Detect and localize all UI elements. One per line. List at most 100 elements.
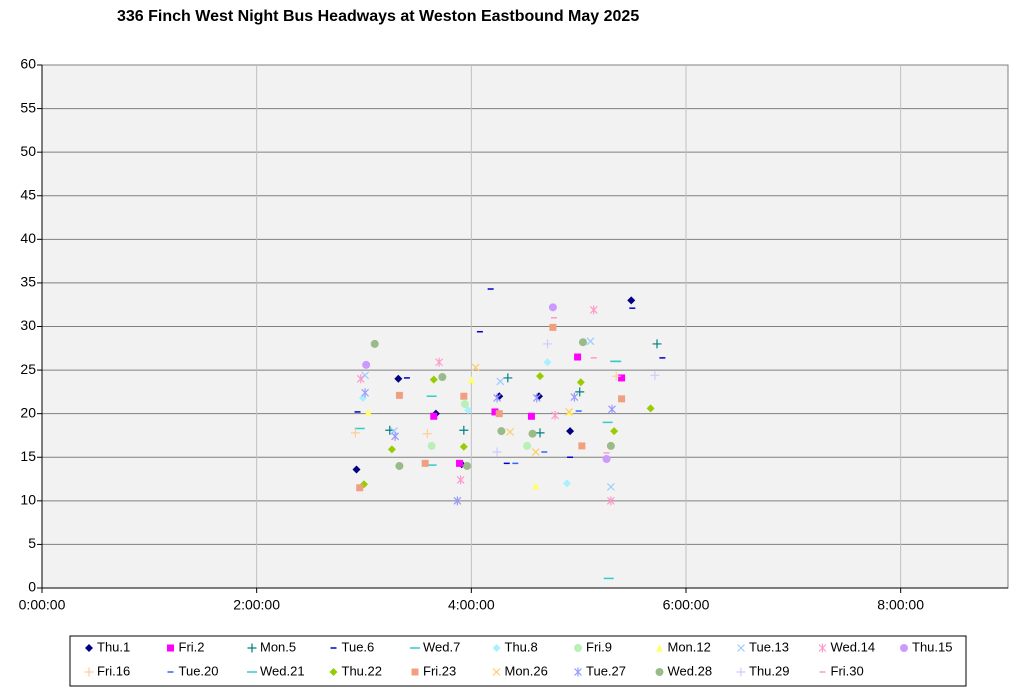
x-tick-label: 0:00:00 <box>19 597 66 613</box>
data-point <box>608 404 616 414</box>
y-tick-label: 45 <box>20 186 36 202</box>
data-point <box>459 442 468 451</box>
legend-marker <box>900 644 908 652</box>
legend-label: Mon.26 <box>505 663 548 678</box>
data-point <box>391 431 400 441</box>
y-tick-label: 25 <box>20 361 36 377</box>
y-tick-label: 10 <box>20 492 36 508</box>
data-point <box>578 338 587 347</box>
legend-label: Wed.21 <box>260 663 305 678</box>
data-point <box>574 353 582 361</box>
data-point <box>453 496 462 506</box>
data-point <box>350 428 360 438</box>
legend-marker <box>656 644 663 652</box>
legend-label: Fri.9 <box>586 639 612 654</box>
data-point <box>422 429 432 439</box>
legend-box <box>69 635 967 687</box>
y-tick-label: 50 <box>20 143 36 159</box>
y-tick-label: 20 <box>20 404 36 420</box>
data-point <box>549 323 557 331</box>
data-point <box>523 441 532 450</box>
x-tick-label: 2:00:00 <box>233 597 280 613</box>
data-point <box>606 441 615 450</box>
data-point <box>618 395 626 403</box>
legend-label: Thu.22 <box>342 663 382 678</box>
legend-label: Wed.14 <box>831 639 876 654</box>
data-point <box>394 374 403 383</box>
data-point <box>531 448 540 456</box>
y-tick-label: 0 <box>28 579 36 595</box>
chart-title: 336 Finch West Night Bus Headways at Wes… <box>117 8 639 25</box>
legend-label: Thu.1 <box>97 639 130 654</box>
legend-marker <box>736 667 746 677</box>
legend-marker <box>84 667 94 677</box>
y-tick-label: 55 <box>20 99 36 115</box>
data-point <box>464 406 473 415</box>
data-point <box>421 459 429 467</box>
legend-marker <box>85 644 93 652</box>
data-point <box>551 410 559 420</box>
y-tick-label: 40 <box>20 230 36 246</box>
data-point <box>456 475 465 485</box>
data-point <box>430 412 438 420</box>
legend-marker <box>329 668 338 676</box>
data-point <box>576 378 585 387</box>
data-point <box>471 363 480 372</box>
data-point <box>578 442 586 450</box>
legend-label: Mon.5 <box>260 639 296 654</box>
data-point <box>650 370 660 380</box>
legend-label: Mon.12 <box>668 639 711 654</box>
data-point <box>497 427 506 436</box>
data-point <box>562 479 571 488</box>
legend-label: Wed.7 <box>423 639 460 654</box>
legend-marker <box>167 644 174 652</box>
data-point <box>493 393 502 403</box>
data-point <box>463 461 472 470</box>
data-point <box>606 496 615 506</box>
data-point <box>528 429 537 438</box>
data-point <box>438 373 447 382</box>
data-point <box>543 339 553 349</box>
legend-label: Tue.13 <box>749 639 789 654</box>
y-tick-label: 35 <box>20 274 36 290</box>
data-point <box>362 360 371 369</box>
legend-marker <box>655 668 664 676</box>
data-point <box>652 339 662 349</box>
data-point <box>456 459 464 467</box>
y-tick-label: 5 <box>28 535 36 551</box>
data-point <box>395 391 403 399</box>
legend-label: Fri.30 <box>831 663 864 678</box>
data-point <box>495 410 503 418</box>
x-tick-label: 8:00:00 <box>877 597 924 613</box>
data-point <box>395 461 404 470</box>
data-point <box>364 408 372 416</box>
legend-marker <box>492 668 501 676</box>
data-point <box>427 441 436 450</box>
data-point <box>606 482 615 491</box>
legend-label: Fri.23 <box>423 663 456 678</box>
legend-label: Tue.20 <box>179 663 219 678</box>
data-point <box>356 374 365 384</box>
x-tick-label: 4:00:00 <box>448 597 495 613</box>
legend-label: Thu.8 <box>505 639 538 654</box>
data-point <box>532 482 540 490</box>
y-tick-label: 30 <box>20 317 36 333</box>
data-point <box>387 445 396 454</box>
y-tick-label: 15 <box>20 448 36 464</box>
data-point <box>548 303 557 312</box>
data-point <box>491 408 499 416</box>
data-point <box>627 296 636 305</box>
data-point <box>506 428 514 436</box>
data-point <box>503 373 513 383</box>
legend-label: Thu.29 <box>749 663 789 678</box>
data-point <box>589 305 598 315</box>
legend-marker <box>574 667 582 677</box>
data-point <box>467 376 475 384</box>
data-point <box>496 377 505 386</box>
data-point <box>361 388 369 398</box>
data-point <box>429 375 438 384</box>
data-point <box>460 400 469 409</box>
legend-label: Fri.16 <box>97 663 130 678</box>
legend-marker <box>247 643 257 653</box>
legend-label: Tue.6 <box>342 639 375 654</box>
